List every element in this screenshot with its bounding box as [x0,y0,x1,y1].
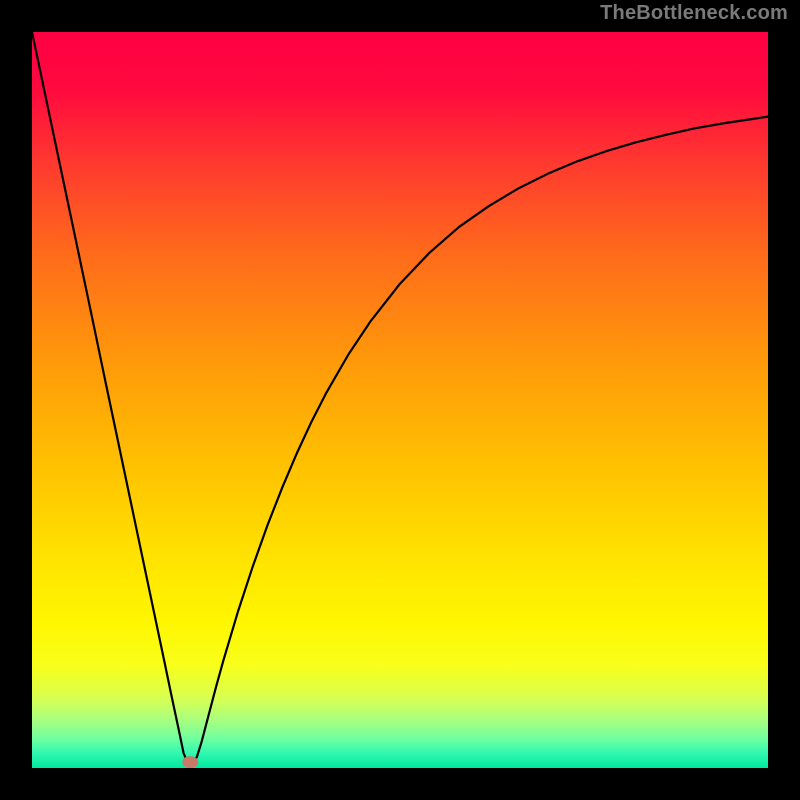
chart-svg [32,32,768,768]
minimum-marker [182,756,198,768]
plot-area [32,32,768,768]
watermark-text: TheBottleneck.com [600,2,788,25]
chart-container: { "watermark": { "text": "TheBottleneck.… [0,0,800,800]
gradient-background [32,32,768,768]
